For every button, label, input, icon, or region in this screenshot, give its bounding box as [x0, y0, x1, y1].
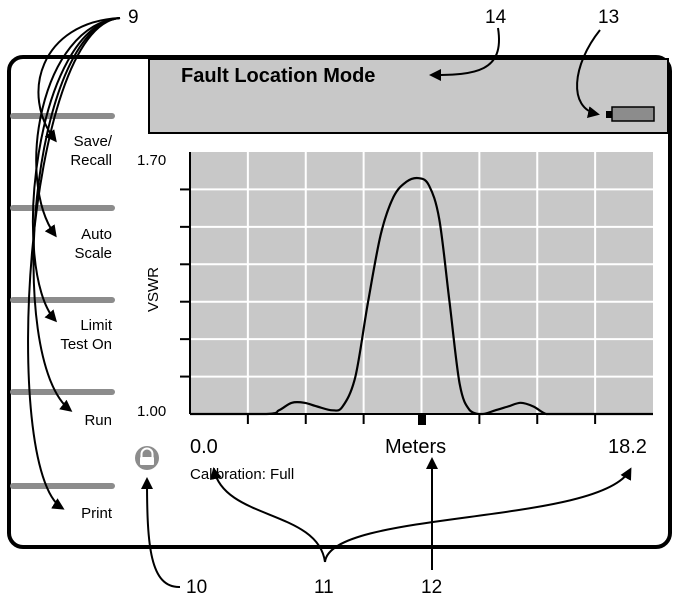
softkey-label-line2: Test On — [60, 336, 112, 353]
lock-icon — [135, 446, 159, 470]
page-title: Fault Location Mode — [181, 65, 376, 87]
callout-9: 9 — [128, 7, 139, 28]
callout-9-leaders — [27, 17, 121, 510]
callout-10: 10 — [186, 577, 208, 598]
softkey-bar-3[interactable] — [10, 297, 115, 303]
callout-10-leader — [141, 477, 181, 589]
plot-area — [180, 152, 653, 425]
y-axis-top-label: 1.70 — [137, 152, 167, 169]
y-axis-title: VSWR — [145, 267, 162, 312]
callout-12: 12 — [421, 577, 443, 598]
callout-11: 11 — [314, 577, 334, 598]
callout-14: 14 — [485, 7, 507, 28]
calibration-status: Calibration: Full — [190, 466, 295, 483]
callout-11-leader-left — [210, 467, 326, 563]
x-axis-end-label: 18.2 — [608, 436, 647, 458]
softkey-label-auto-scale[interactable]: Auto Scale — [74, 225, 112, 263]
softkey-label-print[interactable]: Print — [81, 504, 112, 523]
softkey-label-line1: Save/ — [73, 133, 112, 150]
x-axis-start-label: 0.0 — [190, 436, 218, 458]
x-axis-unit-label: Meters — [385, 436, 447, 458]
softkey-label-line1: Run — [84, 412, 112, 429]
softkey-bar-2[interactable] — [10, 205, 115, 211]
callout-11-leader-right — [324, 467, 632, 563]
softkey-label-line2: Scale — [74, 245, 112, 262]
softkey-label-line1: Print — [81, 505, 112, 522]
vswr-trace — [189, 176, 653, 416]
softkey-label-line2: Recall — [70, 152, 112, 169]
softkey-label-line1: Auto — [81, 226, 112, 243]
y-axis-bottom-label: 1.00 — [137, 403, 167, 420]
marker-indicator — [418, 413, 426, 425]
softkey-label-line1: Limit — [80, 317, 112, 334]
header-box — [148, 58, 669, 134]
softkey-bar-1[interactable] — [10, 113, 115, 119]
softkey-label-run[interactable]: Run — [84, 411, 112, 430]
callout-14-leader — [429, 27, 501, 81]
callout-13: 13 — [598, 7, 620, 28]
softkey-label-limit-test[interactable]: Limit Test On — [60, 316, 112, 354]
softkey-label-save-recall[interactable]: Save/ Recall — [70, 132, 112, 170]
softkey-bar-5[interactable] — [10, 483, 115, 489]
battery-icon — [606, 106, 655, 122]
softkey-bar-4[interactable] — [10, 389, 115, 395]
callout-13-leader — [576, 29, 601, 119]
